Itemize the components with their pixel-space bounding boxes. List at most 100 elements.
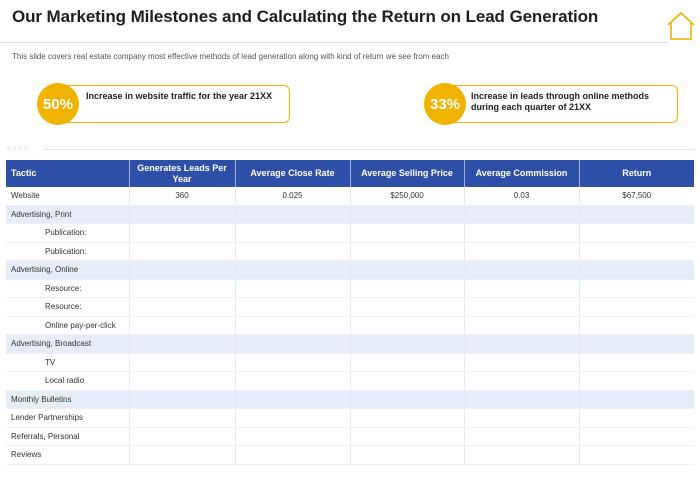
home-icon	[667, 11, 695, 40]
cell-return	[579, 242, 694, 261]
cell-leads-per-year	[129, 223, 236, 243]
cell-tactic: Advertising, Print	[6, 205, 130, 224]
header-close-rate: Average Close Rate	[235, 160, 351, 187]
cell-leads-per-year	[129, 427, 236, 446]
cell-leads-per-year	[129, 297, 236, 317]
cell-tactic: Local radio	[6, 371, 130, 391]
cell-tactic: Resource:	[6, 297, 130, 317]
cell-leads-per-year	[129, 316, 236, 335]
cell-tactic: Publication:	[6, 223, 130, 243]
cell-tactic: TV	[6, 353, 130, 372]
cell-selling-price	[350, 223, 465, 243]
cell-leads-per-year	[129, 353, 236, 372]
cell-return	[579, 316, 694, 335]
table-row: Referrals, Personal	[6, 427, 694, 446]
table-row: Local radio	[6, 371, 694, 391]
cell-selling-price	[350, 297, 465, 317]
cell-leads-per-year	[129, 445, 236, 465]
cell-leads-per-year	[129, 408, 236, 428]
cell-close-rate	[235, 445, 351, 465]
cell-commission	[464, 297, 580, 317]
cell-return	[579, 334, 694, 354]
cell-close-rate	[235, 223, 351, 243]
cell-selling-price	[350, 242, 465, 261]
cell-selling-price	[350, 427, 465, 446]
cell-close-rate	[235, 390, 351, 409]
cell-close-rate	[235, 297, 351, 317]
cell-leads-per-year	[129, 279, 236, 298]
cell-return: $67,500	[579, 187, 694, 206]
cell-close-rate	[235, 205, 351, 224]
header-leads-per-year: Generates Leads Per Year	[129, 160, 236, 187]
stat-percent-traffic: 50%	[37, 83, 79, 125]
cell-close-rate	[235, 242, 351, 261]
cell-selling-price	[350, 316, 465, 335]
cell-return	[579, 408, 694, 428]
cell-tactic: Reviews	[6, 445, 130, 465]
table-row: Resource:	[6, 279, 694, 298]
page-title: Our Marketing Milestones and Calculating…	[12, 7, 599, 26]
cell-selling-price	[350, 279, 465, 298]
cell-return	[579, 223, 694, 243]
cell-selling-price	[350, 390, 465, 409]
table-row: Website 360 0.025 $250,000 0.03 $67,500	[6, 187, 694, 206]
cell-tactic: Resource:	[6, 279, 130, 298]
cell-return	[579, 260, 694, 280]
cell-close-rate	[235, 353, 351, 372]
footer	[0, 478, 700, 501]
cell-return	[579, 445, 694, 465]
cell-commission	[464, 242, 580, 261]
cell-close-rate: 0.025	[235, 187, 351, 206]
table-header-row: Tactic Generates Leads Per Year Average …	[6, 160, 694, 187]
table-row: Publication:	[6, 223, 694, 243]
cell-tactic: Publication:	[6, 242, 130, 261]
table-row: Online pay-per-click	[6, 316, 694, 335]
cell-close-rate	[235, 408, 351, 428]
cell-commission: 0.03	[464, 187, 580, 206]
cell-return	[579, 279, 694, 298]
header-selling-price: Average Selling Price	[350, 160, 465, 187]
header-commission: Average Commission	[464, 160, 580, 187]
lead-generation-table: Tactic Generates Leads Per Year Average …	[6, 160, 694, 465]
table-row: Lender Partnerships	[6, 408, 694, 428]
stat-text-traffic: Increase in website traffic for the year…	[86, 91, 273, 101]
table-row: Publication:	[6, 242, 694, 261]
cell-commission	[464, 445, 580, 465]
table-row: Resource:	[6, 297, 694, 317]
cell-selling-price: $250,000	[350, 187, 465, 206]
cell-close-rate	[235, 260, 351, 280]
cell-leads-per-year	[129, 334, 236, 354]
cell-leads-per-year	[129, 260, 236, 280]
cell-return	[579, 297, 694, 317]
cell-return	[579, 371, 694, 391]
cell-leads-per-year	[129, 390, 236, 409]
table-row: TV	[6, 353, 694, 372]
cell-selling-price	[350, 408, 465, 428]
cell-commission	[464, 316, 580, 335]
cell-tactic: Online pay-per-click	[6, 316, 130, 335]
stat-box-traffic	[56, 85, 290, 123]
cell-selling-price	[350, 445, 465, 465]
stat-text-leads: Increase in leads through online methods…	[471, 91, 650, 112]
cell-return	[579, 427, 694, 446]
title-divider	[0, 42, 668, 43]
cell-leads-per-year	[129, 205, 236, 224]
subtitle: This slide covers real estate company mo…	[12, 52, 449, 61]
table-row: Advertising, Print	[6, 205, 694, 224]
table-row: Advertising, Online	[6, 260, 694, 280]
stat-percent-leads: 33%	[424, 83, 466, 125]
cell-close-rate	[235, 427, 351, 446]
cell-tactic: Advertising, Broadcast	[6, 334, 130, 354]
cell-tactic: Monthly Bulletins	[6, 390, 130, 409]
cell-commission	[464, 223, 580, 243]
table-row: Monthly Bulletins	[6, 390, 694, 409]
cell-commission	[464, 260, 580, 280]
cell-leads-per-year	[129, 242, 236, 261]
cell-return	[579, 390, 694, 409]
table-row: Advertising, Broadcast	[6, 334, 694, 354]
cell-commission	[464, 205, 580, 224]
cell-commission	[464, 371, 580, 391]
cell-commission	[464, 279, 580, 298]
cell-selling-price	[350, 260, 465, 280]
header-tactic: Tactic	[6, 160, 130, 187]
